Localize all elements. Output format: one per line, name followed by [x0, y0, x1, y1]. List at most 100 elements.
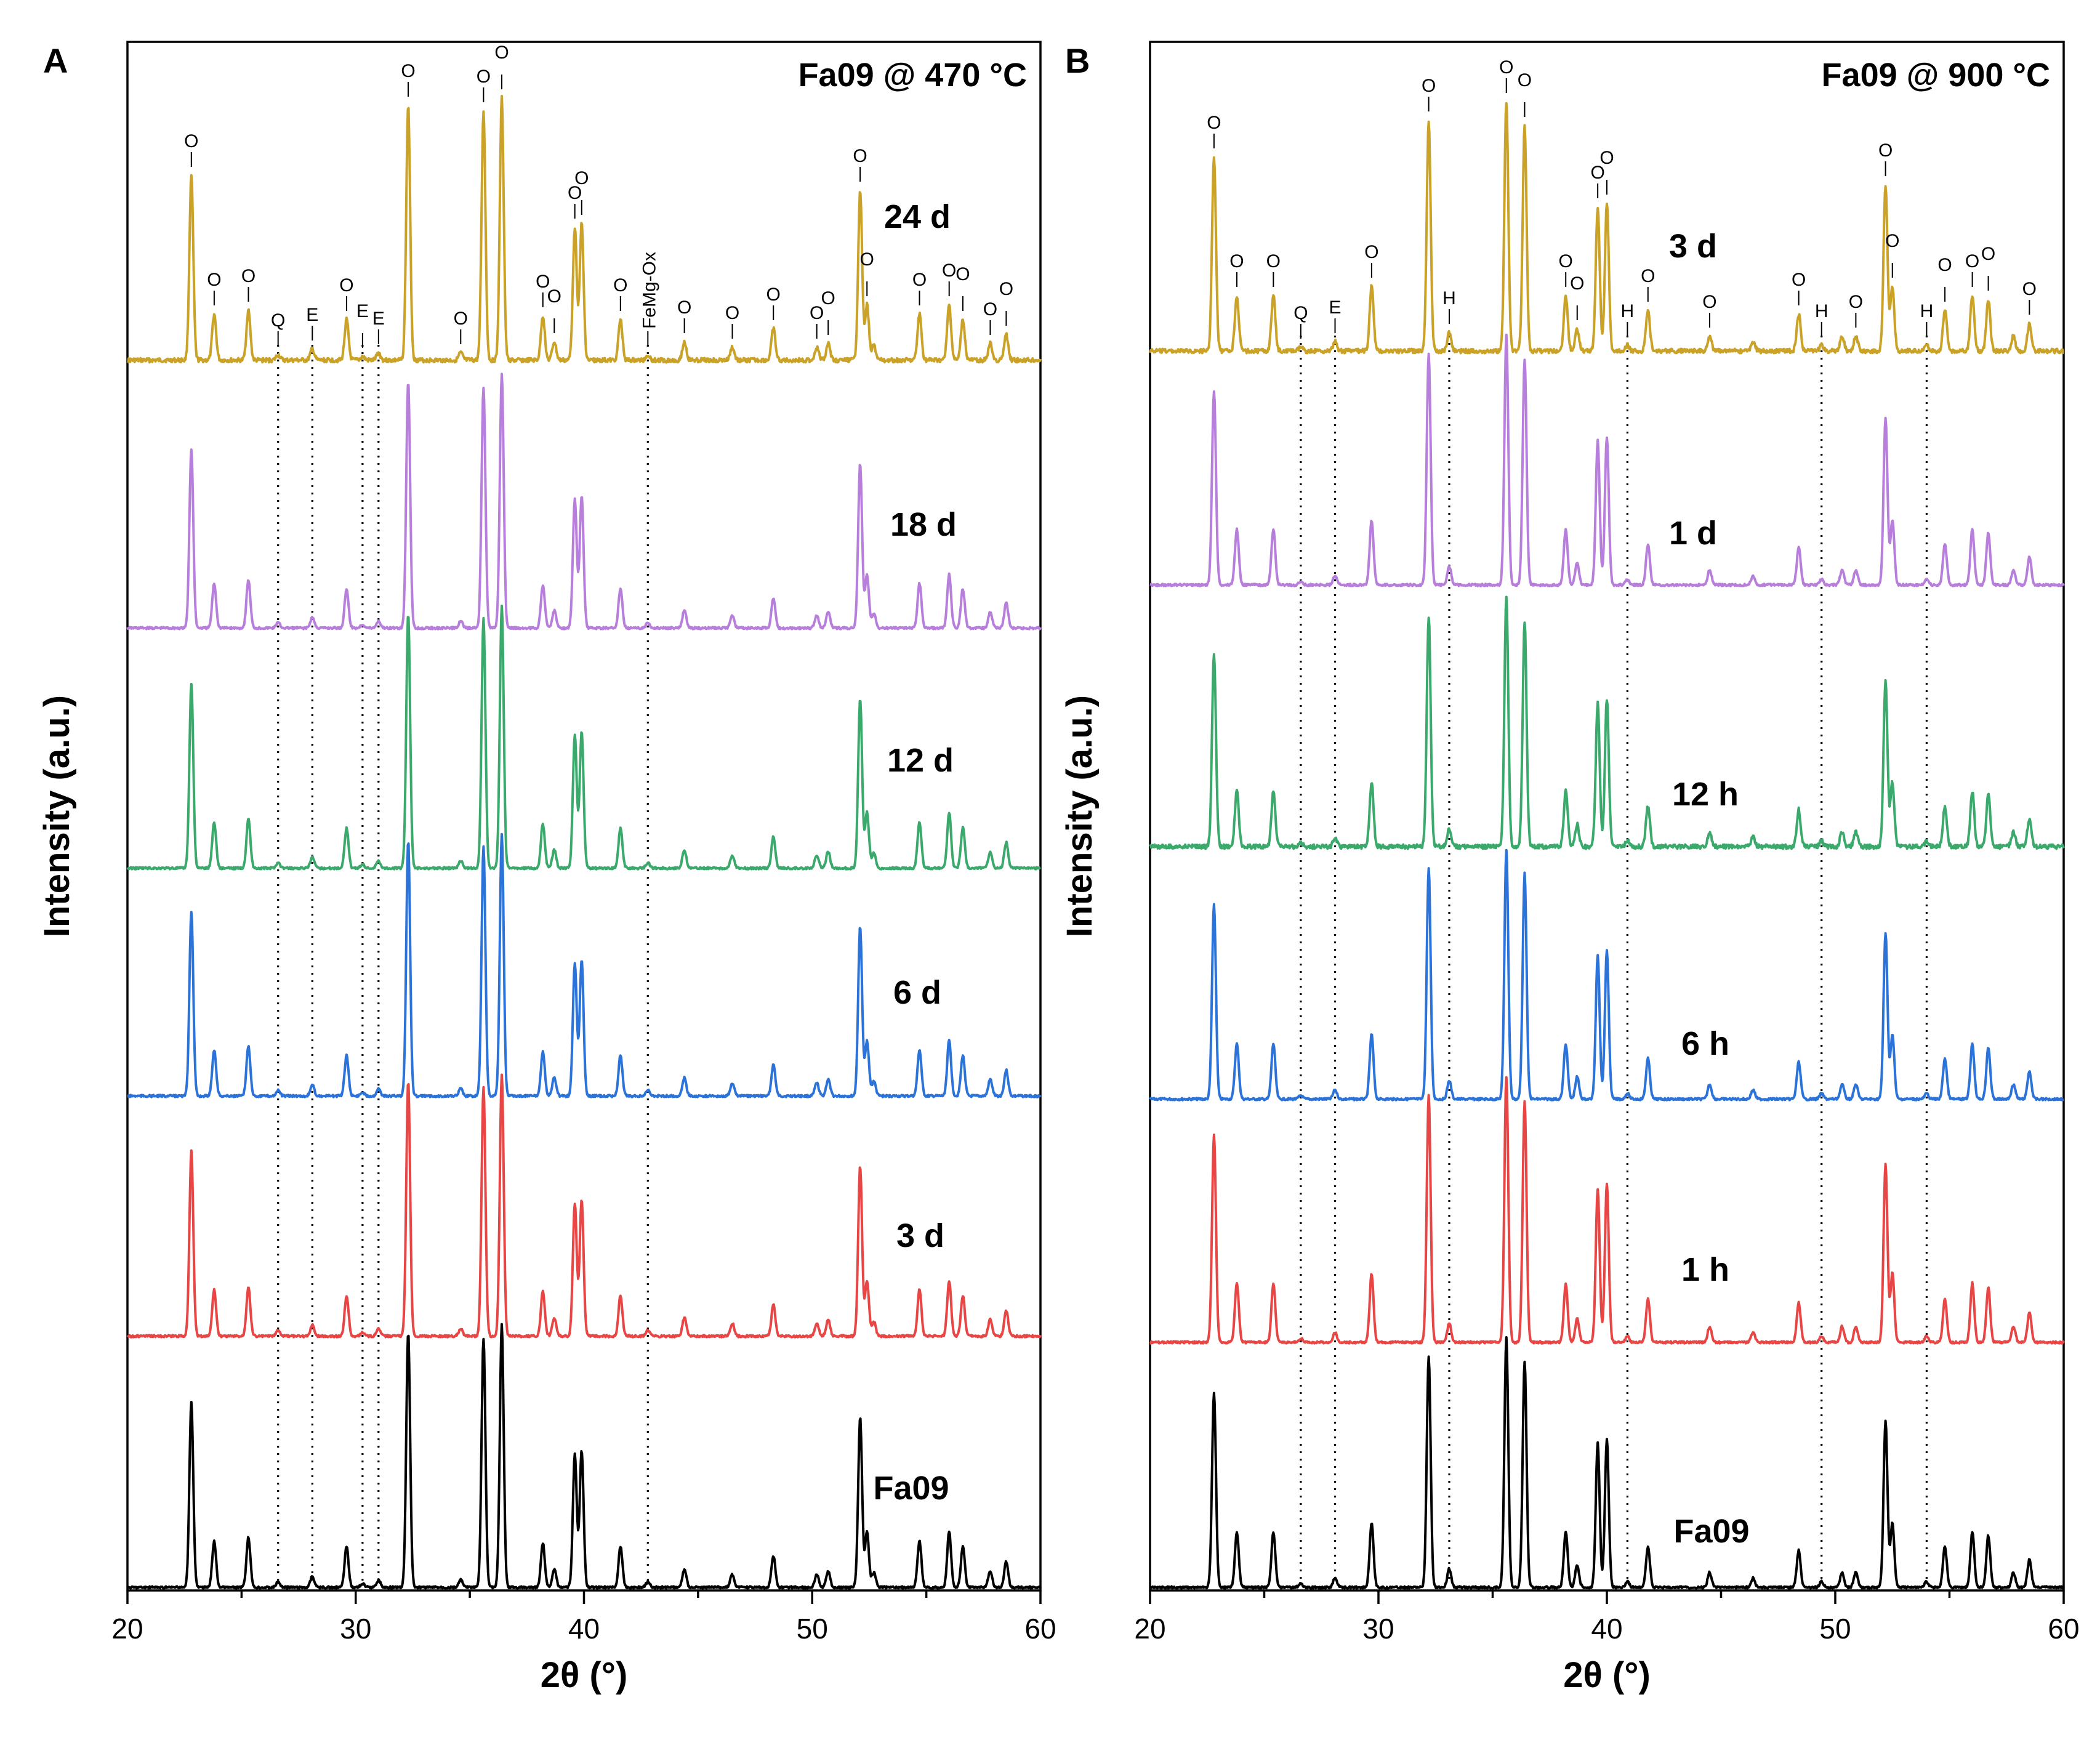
peak-label: O: [1422, 76, 1436, 96]
x-tick-label: 60: [1024, 1613, 1056, 1645]
peak-label: O: [401, 61, 415, 81]
x-axis-label: 2θ (°): [541, 1655, 628, 1695]
series-line-18-d: [126, 373, 1042, 631]
peak-label: O: [494, 42, 509, 63]
panel-title: Fa09 @ 900 °C: [1822, 57, 2050, 94]
peak-label: O: [536, 272, 550, 292]
peak-label: O: [810, 303, 824, 323]
peak-label: H: [1621, 301, 1635, 321]
series-label: 1 h: [1681, 1251, 1729, 1288]
peak-label: O: [1965, 251, 1979, 272]
x-tick-label: 40: [1591, 1613, 1622, 1645]
peak-label: O: [184, 131, 198, 151]
series-label: 3 d: [1669, 228, 1717, 265]
peak-label: O: [999, 279, 1013, 299]
peak-label: O: [983, 299, 997, 320]
y-axis-label: Intensity (a.u.): [37, 695, 77, 937]
peak-label: O: [912, 270, 927, 290]
series-label: 6 d: [893, 974, 941, 1011]
x-tick-label: 30: [340, 1613, 371, 1645]
peak-label: Q: [271, 310, 285, 331]
peak-label: O: [1207, 113, 1221, 133]
peak-label: O: [574, 168, 589, 188]
peak-label: O: [1590, 163, 1604, 183]
series-label: 12 h: [1672, 776, 1739, 813]
peak-label: O: [860, 249, 874, 270]
peak-label: O: [1981, 244, 1995, 264]
peak-label: E: [356, 301, 369, 321]
peak-label: O: [955, 264, 970, 284]
panel-letter: B: [1065, 41, 1090, 80]
peak-label: Q: [1293, 303, 1308, 323]
peak-label: O: [853, 146, 867, 166]
peak-label: O: [477, 66, 491, 87]
peak-label: O: [766, 284, 781, 305]
peak-label: E: [1329, 297, 1342, 318]
peak-label: O: [454, 308, 468, 329]
peak-label: O: [1792, 270, 1806, 290]
x-axis-label: 2θ (°): [1563, 1655, 1651, 1695]
peak-label: O: [1499, 57, 1513, 78]
peak-label: O: [1364, 242, 1378, 262]
series-line-6-d: [127, 832, 1042, 1098]
series-line-12-d: [126, 604, 1041, 871]
panel-a: A Fa09 @ 470 °C 20 30 40 50 60 2θ (°) Intensity …: [37, 41, 1056, 1695]
series-label: 18 d: [890, 506, 957, 543]
peak-label: O: [568, 183, 582, 203]
series-label: 12 d: [887, 742, 954, 779]
series-line-fa09: [126, 1323, 1042, 1590]
peak-label: O: [1937, 255, 1952, 275]
series-line-24-d: [127, 95, 1042, 364]
peak-label: E: [306, 305, 318, 325]
peak-label: FeMg-Ox: [639, 252, 659, 329]
peak-label: O: [1878, 140, 1893, 161]
peak-label: E: [372, 308, 385, 329]
peak-label: O: [241, 266, 255, 286]
series-line-1-d: [1149, 333, 2065, 587]
peak-label: O: [547, 286, 561, 307]
peak-label: O: [1570, 273, 1584, 294]
peak-label: O: [1266, 251, 1281, 272]
peak-label: O: [613, 275, 627, 296]
series-line-1-h: [1149, 1076, 2065, 1345]
series-line-6-h: [1149, 848, 2064, 1102]
series-line-12-h: [1149, 595, 2065, 850]
series-line-3-d: [1149, 102, 2064, 355]
series-label: 3 d: [896, 1217, 944, 1254]
x-tick-label: 50: [797, 1613, 828, 1645]
x-tick-label: 40: [568, 1613, 600, 1645]
x-tick-label: 50: [1819, 1613, 1851, 1645]
x-tick-label: 20: [1134, 1613, 1165, 1645]
series-label: 6 h: [1681, 1025, 1729, 1062]
peak-label: O: [1849, 292, 1863, 312]
peak-label: H: [1920, 301, 1934, 321]
peak-label: O: [1885, 231, 1899, 251]
x-tick-label: 60: [2048, 1613, 2079, 1645]
series-label: 24 d: [884, 198, 951, 235]
x-tick-label: 30: [1362, 1613, 1394, 1645]
x-tick-label: 20: [111, 1613, 143, 1645]
series-label: Fa09: [873, 1470, 949, 1507]
peak-label: H: [1442, 288, 1456, 308]
peak-label: O: [1599, 148, 1614, 168]
panel-letter: A: [43, 41, 68, 80]
peak-label: H: [1815, 301, 1828, 321]
peak-label: O: [1702, 292, 1716, 312]
series-label: Fa09: [1673, 1513, 1749, 1550]
peak-label: O: [339, 275, 353, 296]
panel-title: Fa09 @ 470 °C: [799, 57, 1027, 94]
peak-label: O: [725, 303, 739, 323]
peak-label: O: [677, 297, 691, 318]
peak-label: O: [1641, 266, 1655, 286]
peak-label: O: [1229, 251, 1244, 272]
peak-label: O: [1559, 251, 1573, 272]
series-line-3-d: [126, 1073, 1042, 1339]
y-axis-label: Intensity (a.u.): [1060, 695, 1100, 937]
series-label: 1 d: [1669, 515, 1717, 552]
peak-label: O: [942, 260, 956, 281]
peak-label: O: [2022, 279, 2037, 299]
series-line-fa09: [1149, 1336, 2065, 1590]
peak-label: O: [821, 288, 835, 308]
peak-label: O: [1518, 70, 1532, 91]
